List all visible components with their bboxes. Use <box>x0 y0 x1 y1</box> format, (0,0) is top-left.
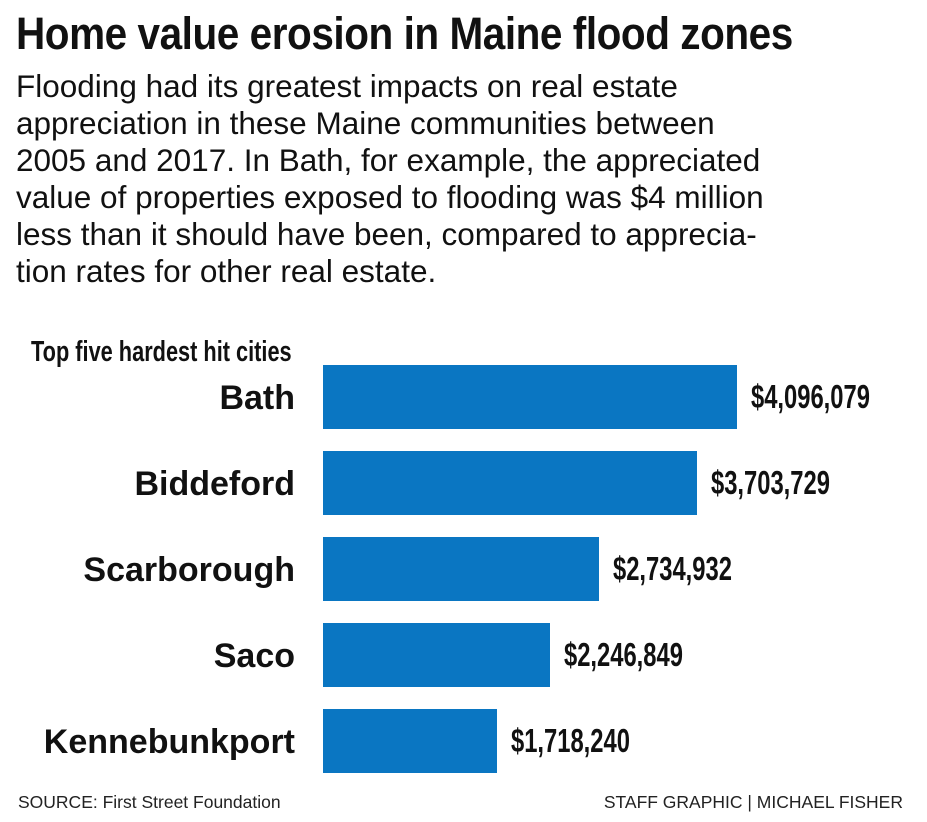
category-label: Biddeford <box>134 465 295 503</box>
subtitle-line: Flooding had its greatest impacts on rea… <box>16 68 678 104</box>
bar-kennebunkport <box>323 709 497 773</box>
subtitle-line: less than it should have been, compared … <box>16 216 757 252</box>
category-label: Scarborough <box>83 551 295 589</box>
bar-biddeford <box>323 451 698 515</box>
value-label: $2,734,932 <box>613 550 733 587</box>
credit-note: STAFF GRAPHIC | MICHAEL FISHER <box>603 792 903 812</box>
bar-saco <box>323 623 551 687</box>
chart-section-title: Top five hardest hit cities <box>31 336 292 368</box>
bar-bath <box>323 365 737 429</box>
value-label: $3,703,729 <box>711 464 831 501</box>
subtitle-line: appreciation in these Maine communities … <box>16 105 715 141</box>
subtitle-line: 2005 and 2017. In Bath, for example, the… <box>16 142 761 178</box>
value-label: $1,718,240 <box>510 722 630 759</box>
subtitle-line: tion rates for other real estate. <box>16 253 437 289</box>
category-label: Kennebunkport <box>43 723 295 761</box>
source-note: SOURCE: First Street Foundation <box>18 792 281 812</box>
bar-scarborough <box>323 537 600 601</box>
chart-title: Home value erosion in Maine flood zones <box>16 8 793 59</box>
value-label: $2,246,849 <box>564 636 684 673</box>
category-label: Saco <box>213 637 295 675</box>
subtitle-line: value of properties exposed to flooding … <box>16 179 764 215</box>
chart-subtitle: Flooding had its greatest impacts on rea… <box>16 68 764 290</box>
value-label: $4,096,079 <box>751 378 870 415</box>
category-label: Bath <box>219 379 295 417</box>
